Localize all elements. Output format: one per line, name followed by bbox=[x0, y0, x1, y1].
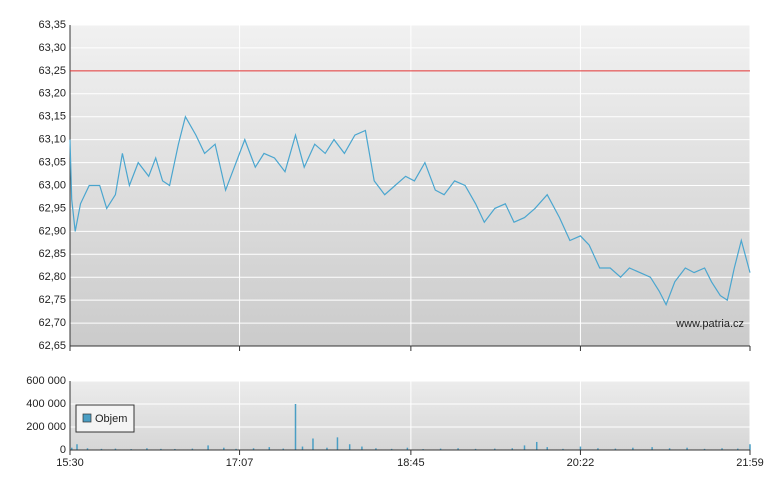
volume-bar bbox=[268, 447, 271, 450]
y-tick-label: 62,80 bbox=[38, 271, 66, 283]
x-tick-label: 18:45 bbox=[397, 457, 425, 469]
volume-bar bbox=[312, 438, 314, 450]
volume-bar bbox=[511, 448, 514, 450]
volume-bar bbox=[597, 448, 599, 450]
volume-bar bbox=[749, 444, 751, 450]
volume-bar bbox=[294, 404, 297, 450]
volume-bar bbox=[361, 446, 363, 450]
volume-bar bbox=[326, 447, 328, 450]
volume-bar bbox=[579, 446, 582, 450]
y-tick-label: 63,20 bbox=[38, 88, 66, 100]
y-tick-label: 63,25 bbox=[38, 65, 66, 77]
volume-bar bbox=[406, 447, 409, 450]
y-tick-label: 63,35 bbox=[38, 19, 66, 31]
volume-bar bbox=[686, 447, 688, 450]
y-tick-label: 400 000 bbox=[26, 398, 66, 410]
x-tick-label: 20:22 bbox=[567, 457, 595, 469]
volume-bar bbox=[100, 448, 103, 450]
volume-bar bbox=[494, 448, 496, 450]
volume-bar bbox=[546, 447, 548, 450]
legend-swatch bbox=[82, 413, 92, 423]
volume-bar bbox=[235, 448, 237, 450]
y-tick-label: 62,95 bbox=[38, 202, 66, 214]
volume-bar bbox=[668, 448, 671, 450]
volume-bar bbox=[390, 448, 393, 450]
volume-bar bbox=[375, 448, 377, 450]
y-tick-label: 63,00 bbox=[38, 179, 66, 191]
y-tick-label: 63,15 bbox=[38, 111, 66, 123]
volume-bar bbox=[348, 444, 351, 450]
volume-bar bbox=[174, 448, 176, 450]
volume-bar bbox=[535, 441, 538, 450]
volume-bar bbox=[160, 448, 162, 450]
volume-bar bbox=[651, 447, 653, 450]
volume-bar bbox=[301, 446, 304, 450]
y-tick-label: 62,90 bbox=[38, 225, 66, 237]
x-tick-label: 21:59 bbox=[736, 457, 764, 469]
y-tick-label: 600 000 bbox=[26, 375, 66, 387]
volume-bar bbox=[146, 448, 148, 450]
volume-bar bbox=[737, 448, 739, 450]
volume-bar bbox=[282, 448, 285, 450]
volume-bar bbox=[703, 448, 706, 450]
volume-bar bbox=[70, 447, 73, 450]
y-tick-label: 63,05 bbox=[38, 156, 66, 168]
x-tick-label: 17:07 bbox=[226, 457, 254, 469]
volume-bar bbox=[562, 448, 564, 450]
y-tick-label: 62,85 bbox=[38, 248, 66, 260]
volume-bar bbox=[632, 447, 634, 450]
volume-bar bbox=[439, 448, 442, 450]
volume-bar bbox=[76, 444, 78, 450]
price-line bbox=[69, 115, 751, 307]
volume-bar bbox=[191, 448, 194, 450]
volume-bar bbox=[721, 448, 723, 450]
volume-bar bbox=[474, 448, 477, 450]
volume-bar bbox=[523, 445, 526, 450]
y-tick-label: 200 000 bbox=[26, 421, 66, 433]
volume-bar bbox=[207, 445, 209, 450]
y-tick-label: 62,70 bbox=[38, 317, 66, 329]
y-tick-label: 0 bbox=[60, 444, 66, 456]
y-tick-label: 63,30 bbox=[38, 42, 66, 54]
legend-label: Objem bbox=[95, 413, 127, 425]
x-tick-label: 15:30 bbox=[56, 457, 84, 469]
plot-area bbox=[70, 381, 750, 450]
y-tick-label: 62,65 bbox=[38, 340, 66, 352]
watermark: www.patria.cz bbox=[675, 318, 744, 330]
y-tick-label: 63,10 bbox=[38, 134, 66, 146]
volume-bar bbox=[252, 448, 255, 450]
volume-bar bbox=[86, 448, 89, 450]
volume-bar bbox=[614, 448, 617, 450]
volume-bar bbox=[457, 448, 459, 450]
volume-bar bbox=[223, 447, 225, 450]
volume-bar bbox=[114, 448, 117, 450]
volume-bar bbox=[336, 437, 339, 450]
y-tick-label: 62,75 bbox=[38, 294, 66, 306]
